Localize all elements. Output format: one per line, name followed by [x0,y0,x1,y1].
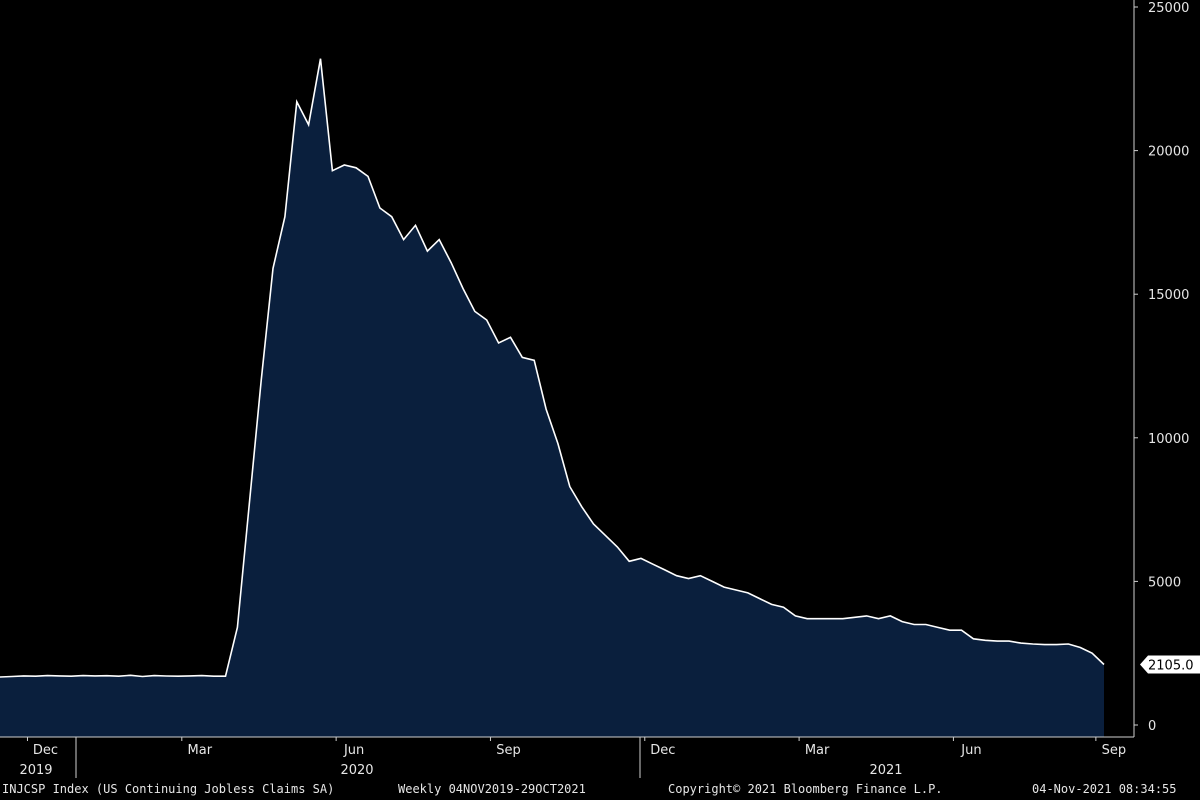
x-year-label: 2019 [19,763,52,778]
plot-area [0,58,1105,737]
x-tick-label: Jun [343,743,364,758]
x-tick-label: Dec [33,743,58,758]
y-tick-label: 20000 [1148,145,1189,160]
x-year-label: 2020 [340,763,373,778]
y-tick-label: 15000 [1148,288,1189,303]
footer-bar: INJCSP Index (US Continuing Jobless Clai… [0,780,1200,800]
x-tick-label: Jun [960,743,981,758]
y-tick-label: 5000 [1148,575,1181,590]
x-axis: Dec Mar Jun Sep Dec Mar Jun Sep 2019 2020 2021 [0,736,1134,778]
y-axis: 0 5000 10000 15000 20000 25000 2105.0 [1133,0,1200,737]
footer-copyright: Copyright© 2021 Bloomberg Finance L.P. [668,782,943,796]
footer-ticker: INJCSP Index (US Continuing Jobless Clai… [2,782,335,796]
footer-frequency: Weekly 04NOV2019-29OCT2021 [398,782,586,796]
y-tick-label: 10000 [1148,432,1189,447]
x-tick-label: Mar [805,743,830,758]
x-tick-label: Sep [496,743,521,758]
y-tick-label: 25000 [1148,1,1189,16]
x-tick-label: Mar [188,743,213,758]
x-year-label: 2021 [869,763,902,778]
chart: 0 5000 10000 15000 20000 25000 2105.0 Dec Mar Ju… [0,0,1200,780]
series-area [0,58,1104,737]
x-tick-label: Dec [650,743,675,758]
last-value-tag [1140,655,1200,674]
last-value-label: 2105.0 [1148,659,1194,674]
series-line [0,58,1105,678]
footer-timestamp: 04-Nov-2021 08:34:55 [1032,782,1177,796]
x-tick-label: Sep [1102,743,1127,758]
y-tick-label: 0 [1148,719,1156,734]
